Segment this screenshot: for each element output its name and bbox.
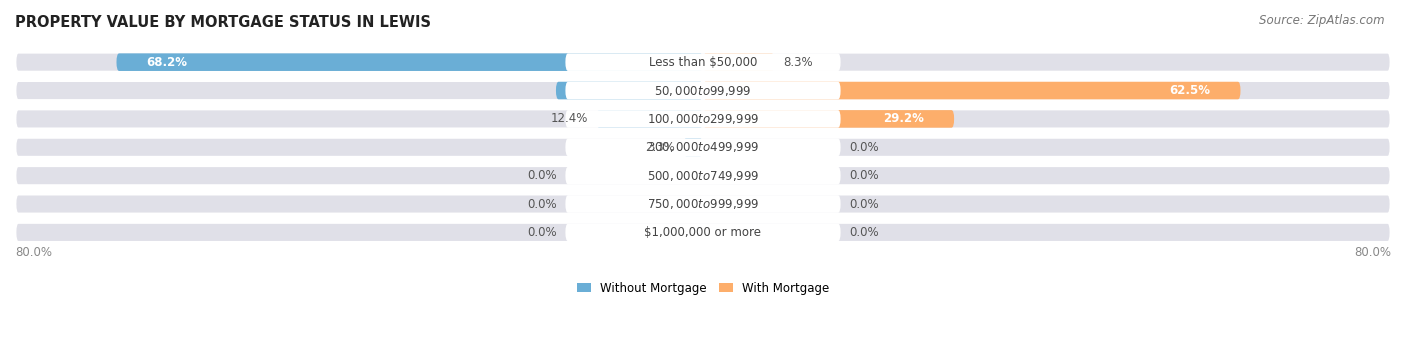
Text: 0.0%: 0.0% [849, 141, 879, 154]
FancyBboxPatch shape [15, 52, 1391, 72]
FancyBboxPatch shape [596, 110, 703, 128]
Text: $100,000 to $299,999: $100,000 to $299,999 [647, 112, 759, 126]
Text: 2.3%: 2.3% [645, 141, 675, 154]
Legend: Without Mortgage, With Mortgage: Without Mortgage, With Mortgage [576, 282, 830, 295]
FancyBboxPatch shape [565, 110, 841, 128]
Text: 0.0%: 0.0% [527, 226, 557, 239]
FancyBboxPatch shape [15, 137, 1391, 157]
Text: 0.0%: 0.0% [849, 169, 879, 182]
FancyBboxPatch shape [15, 109, 1391, 129]
Text: 17.1%: 17.1% [586, 84, 627, 97]
FancyBboxPatch shape [15, 80, 1391, 101]
FancyBboxPatch shape [565, 82, 841, 99]
Text: 0.0%: 0.0% [849, 226, 879, 239]
Text: 80.0%: 80.0% [1354, 246, 1391, 259]
Text: $300,000 to $499,999: $300,000 to $499,999 [647, 140, 759, 154]
Text: PROPERTY VALUE BY MORTGAGE STATUS IN LEWIS: PROPERTY VALUE BY MORTGAGE STATUS IN LEW… [15, 15, 432, 30]
FancyBboxPatch shape [117, 54, 703, 71]
FancyBboxPatch shape [565, 54, 841, 71]
Text: 62.5%: 62.5% [1170, 84, 1211, 97]
Text: $1,000,000 or more: $1,000,000 or more [644, 226, 762, 239]
FancyBboxPatch shape [565, 224, 841, 241]
FancyBboxPatch shape [15, 222, 1391, 242]
FancyBboxPatch shape [15, 194, 1391, 214]
FancyBboxPatch shape [565, 195, 841, 213]
Text: 68.2%: 68.2% [146, 56, 187, 69]
Text: 0.0%: 0.0% [527, 197, 557, 210]
FancyBboxPatch shape [703, 54, 775, 71]
Text: $500,000 to $749,999: $500,000 to $749,999 [647, 169, 759, 183]
Text: 0.0%: 0.0% [527, 169, 557, 182]
FancyBboxPatch shape [683, 138, 703, 156]
FancyBboxPatch shape [15, 166, 1391, 186]
Text: Source: ZipAtlas.com: Source: ZipAtlas.com [1260, 14, 1385, 27]
Text: 80.0%: 80.0% [15, 246, 52, 259]
Text: $750,000 to $999,999: $750,000 to $999,999 [647, 197, 759, 211]
Text: Less than $50,000: Less than $50,000 [648, 56, 758, 69]
Text: 8.3%: 8.3% [783, 56, 813, 69]
FancyBboxPatch shape [565, 167, 841, 184]
FancyBboxPatch shape [703, 110, 955, 128]
FancyBboxPatch shape [555, 82, 703, 99]
FancyBboxPatch shape [703, 82, 1240, 99]
FancyBboxPatch shape [565, 138, 841, 156]
Text: 12.4%: 12.4% [550, 113, 588, 125]
Text: 29.2%: 29.2% [883, 113, 924, 125]
Text: $50,000 to $99,999: $50,000 to $99,999 [654, 84, 752, 98]
Text: 0.0%: 0.0% [849, 197, 879, 210]
